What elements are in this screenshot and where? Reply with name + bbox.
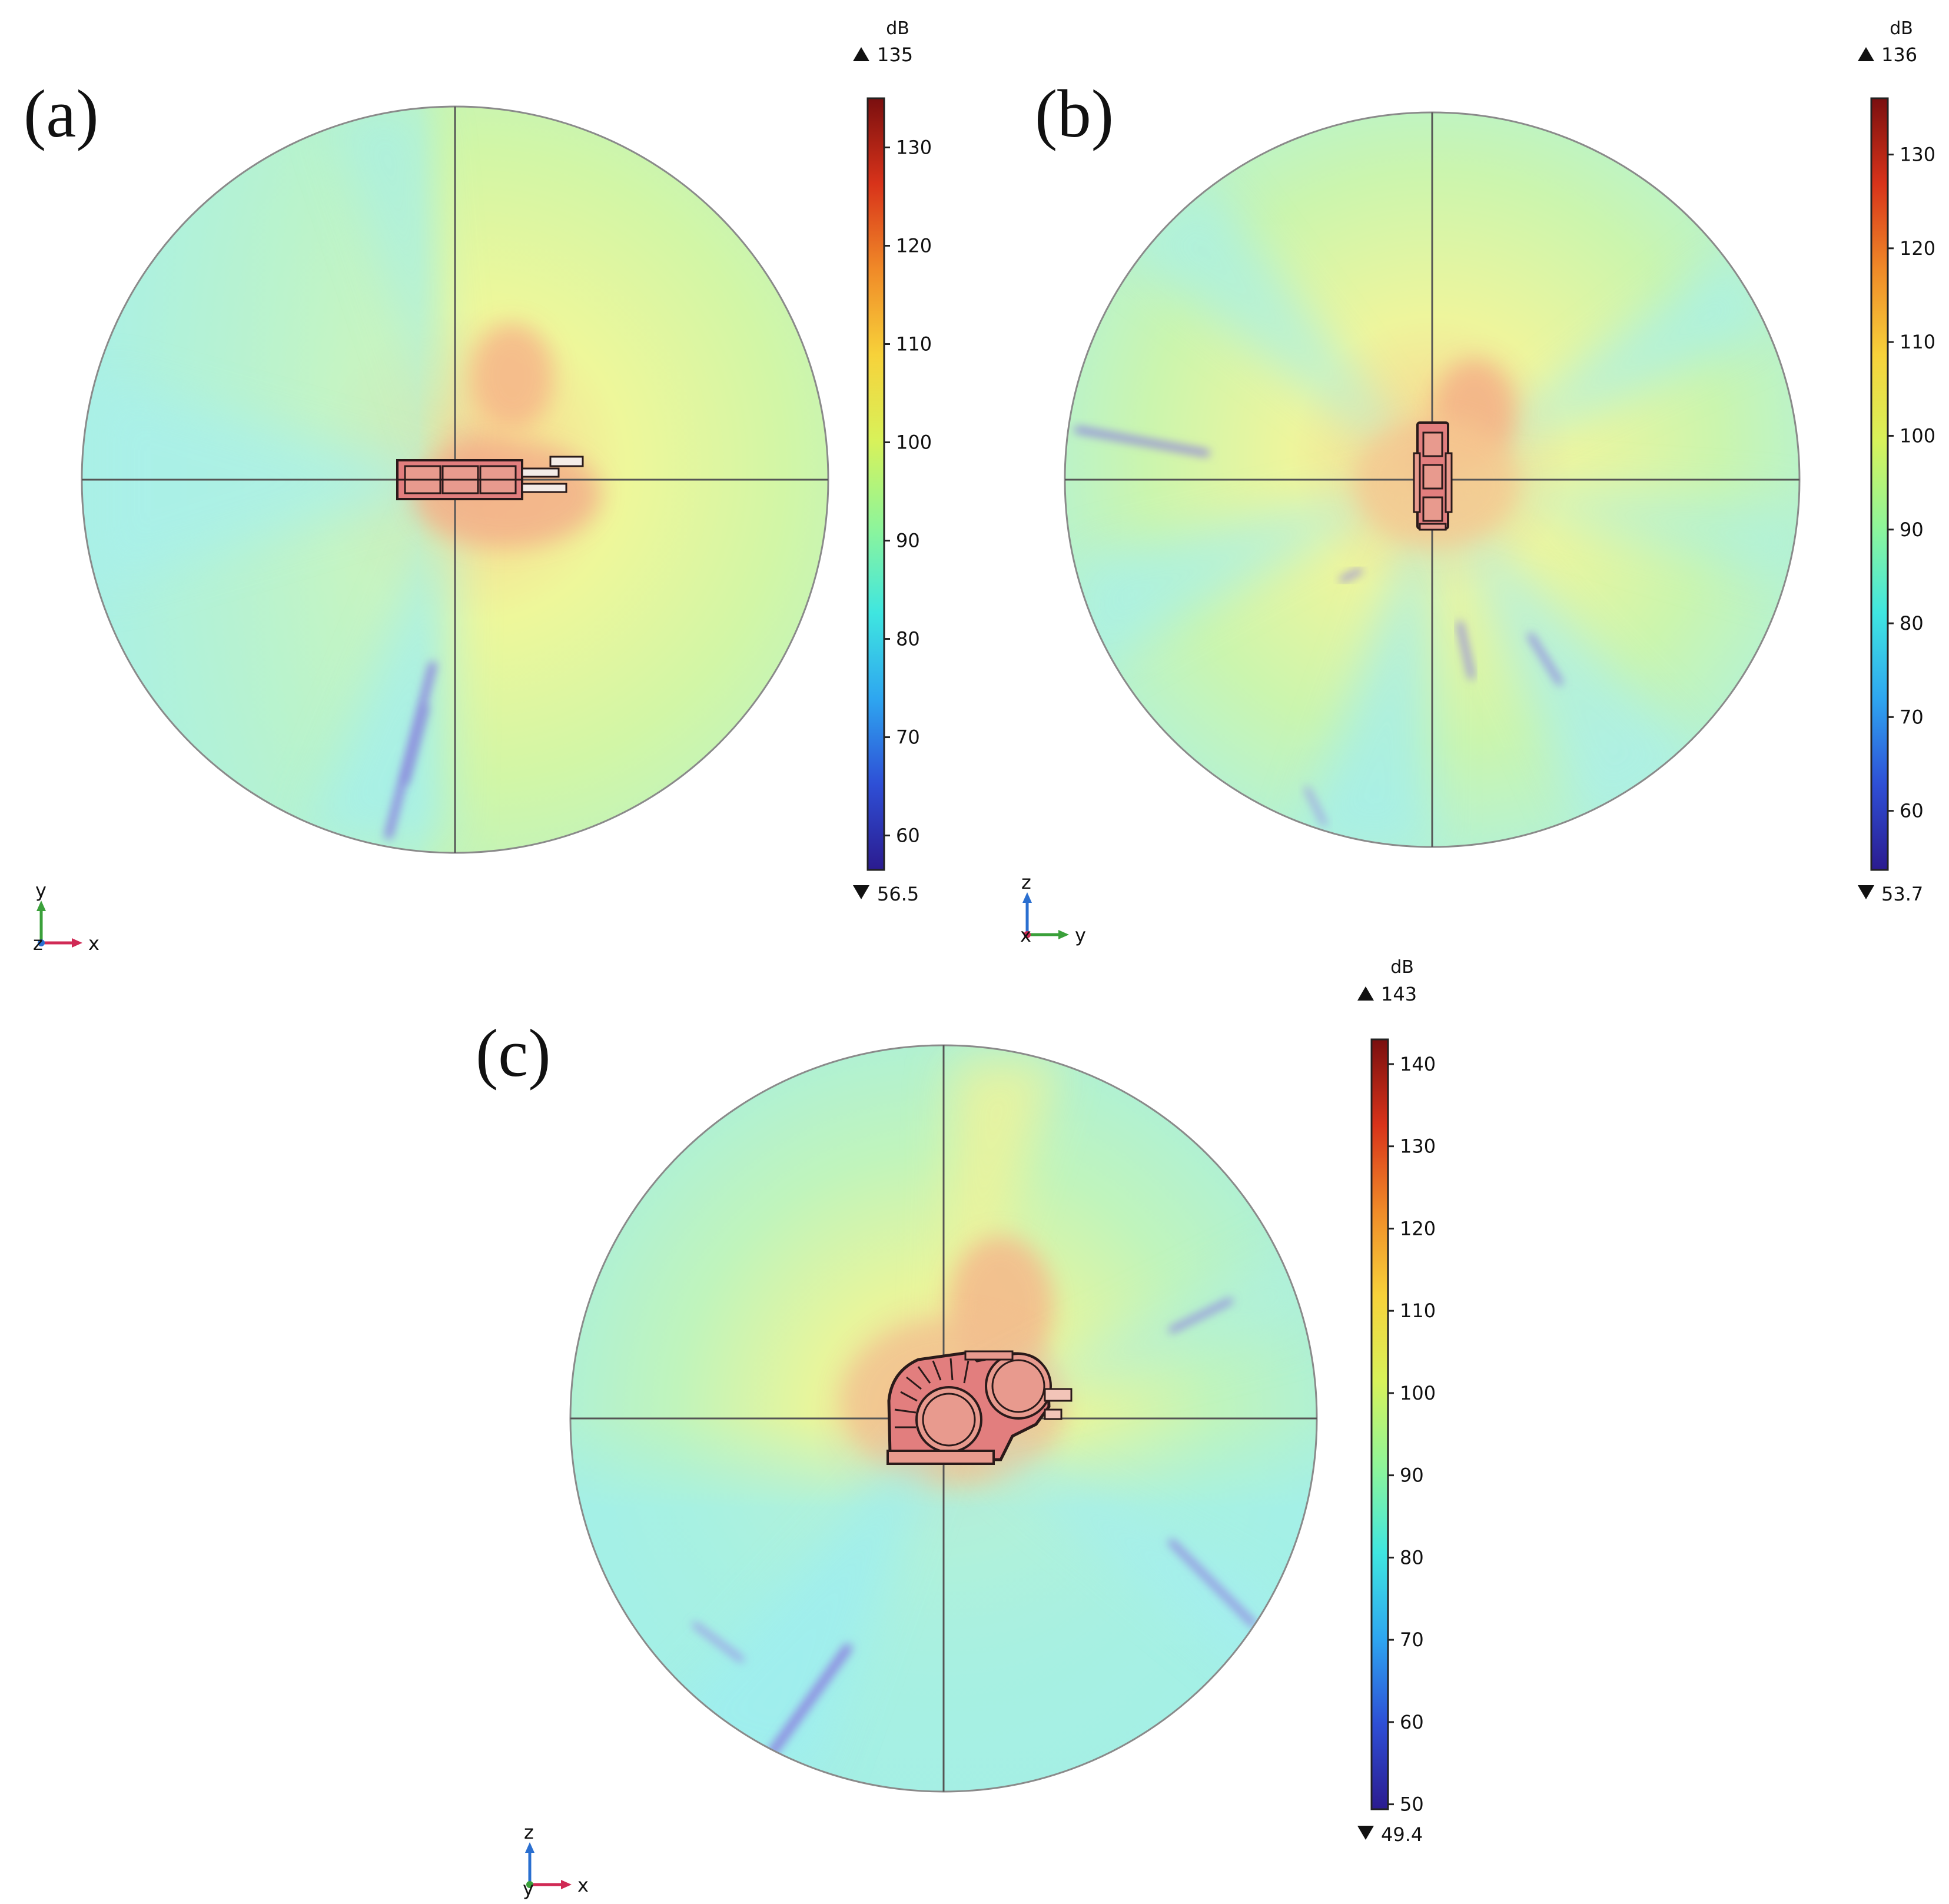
panel-b-axis-triad: z y x [1020, 871, 1086, 946]
panel-a-triad-up-arrow-icon [36, 901, 46, 911]
panel-a-max-marker-icon [853, 47, 869, 61]
panel-a-colorbar-tick-label: 120 [896, 235, 932, 257]
panel-a-colorbar-max: 135 [877, 44, 913, 66]
panel-b-colorbar-ticks: 60 70 80 90 100 110 120 130 [1888, 144, 1935, 822]
panel-c-axis-triad: z x y [523, 1821, 589, 1900]
panel-c-colorbar: dB 143 50 60 70 80 90 100 110 120 130 140 49.4 [1357, 957, 1436, 1846]
panel-b-label: (b) [1035, 77, 1114, 151]
panel-c-colorbar-tick-label: 80 [1400, 1546, 1424, 1569]
panel-a-colorbar-tick-label: 130 [896, 137, 932, 159]
panel-c-gearbox-geometry [886, 1350, 1073, 1465]
panel-c-triad-out-label: y [523, 1878, 534, 1900]
panel-a-colorbar-tick-label: 70 [896, 726, 920, 749]
panel-a-min-marker-icon [853, 885, 869, 899]
panel-c-colorbar-tick-label: 130 [1400, 1135, 1436, 1158]
panel-a-axis-triad: y x z [33, 879, 99, 955]
panel-b-colorbar-scale [1870, 97, 1889, 871]
panel-a-gearbox-geometry [396, 456, 584, 500]
panel-b-triad-right-arrow-icon [1058, 930, 1069, 939]
panel-c-colorbar-max: 143 [1381, 983, 1417, 1005]
panel-c-triad-right-label: x [577, 1874, 589, 1896]
panel-a-colorbar-tick-label: 110 [896, 333, 932, 355]
panel-a-triad-up-label: y [35, 879, 47, 902]
panel-b-triad-out-label: x [1020, 924, 1031, 946]
panel-a-colorbar: dB 135 60 70 80 90 100 110 120 130 56.5 [853, 18, 932, 905]
panel-c-label: (c) [476, 1016, 551, 1091]
panel-c-colorbar-tick-label: 100 [1400, 1382, 1436, 1404]
panel-c-colorbar-tick-label: 70 [1400, 1629, 1424, 1651]
panel-c-triad-up-label: z [524, 1821, 534, 1843]
panel-b-colorbar-tick-label: 100 [1900, 424, 1935, 447]
panel-c-colorbar-tick-label: 140 [1400, 1053, 1436, 1075]
panel-b-colorbar-tick-label: 90 [1900, 519, 1924, 541]
panel-b-gearbox-geometry [1413, 421, 1453, 531]
panel-c-colorbar-tick-label: 90 [1400, 1464, 1424, 1487]
panel-c: (c) [476, 957, 1436, 1900]
panel-a-colorbar-tick-label: 60 [896, 825, 920, 847]
panel-c-colorbar-tick-label: 60 [1400, 1711, 1424, 1733]
panel-a-colorbar-ticks: 60 70 80 90 100 110 120 130 [884, 137, 932, 847]
panel-a-colorbar-tick-label: 90 [896, 530, 920, 552]
panel-c-triad-right-arrow-icon [561, 1880, 572, 1889]
panel-b-colorbar-tick-label: 60 [1900, 800, 1924, 822]
panel-c-max-marker-icon [1357, 986, 1374, 1001]
panel-b-colorbar-max: 136 [1881, 44, 1917, 66]
panel-a-triad-right-label: x [88, 932, 99, 955]
panel-a-triad-out-label: z [33, 932, 43, 955]
panel-b-triad-up-label: z [1021, 871, 1031, 893]
panel-c-triad-up-arrow-icon [525, 1842, 534, 1853]
panel-a-colorbar-tick-label: 80 [896, 628, 920, 650]
panel-b-triad-up-arrow-icon [1022, 892, 1032, 903]
panel-a-colorbar-unit: dB [886, 18, 909, 39]
panel-b-colorbar-tick-label: 110 [1900, 331, 1935, 353]
panel-c-colorbar-ticks: 50 60 70 80 90 100 110 120 130 140 [1388, 1053, 1436, 1816]
panel-a-colorbar-min: 56.5 [877, 883, 919, 905]
panel-a: (a) dB [24, 18, 932, 955]
panel-b-colorbar-unit: dB [1890, 18, 1913, 39]
panel-c-colorbar-min: 49.4 [1381, 1823, 1423, 1846]
panel-b-colorbar-tick-label: 130 [1900, 144, 1935, 166]
panel-a-colorbar-tick-label: 100 [896, 431, 932, 454]
panel-b-colorbar-min: 53.7 [1881, 883, 1923, 905]
panel-a-triad-right-arrow-icon [72, 938, 82, 948]
panel-c-min-marker-icon [1357, 1826, 1374, 1840]
panel-b-triad-right-label: y [1075, 924, 1086, 946]
panel-c-colorbar-scale [1370, 1038, 1389, 1810]
panel-c-colorbar-tick-label: 120 [1400, 1217, 1436, 1240]
panel-a-label: (a) [24, 77, 99, 151]
panel-c-colorbar-unit: dB [1390, 957, 1414, 978]
panel-b-colorbar-tick-label: 80 [1900, 612, 1924, 634]
panel-b-colorbar-tick-label: 120 [1900, 237, 1935, 260]
panel-a-colorbar-scale [866, 97, 885, 871]
panel-c-colorbar-tick-label: 50 [1400, 1793, 1424, 1816]
panel-c-colorbar-tick-label: 110 [1400, 1300, 1436, 1322]
panel-b-colorbar-tick-label: 70 [1900, 706, 1924, 728]
panel-b-max-marker-icon [1858, 47, 1874, 61]
panel-b-min-marker-icon [1858, 885, 1874, 899]
panel-b-colorbar: dB 136 60 70 80 90 100 110 120 130 53.7 [1858, 18, 1935, 905]
panel-b: (b) [1020, 18, 1935, 946]
